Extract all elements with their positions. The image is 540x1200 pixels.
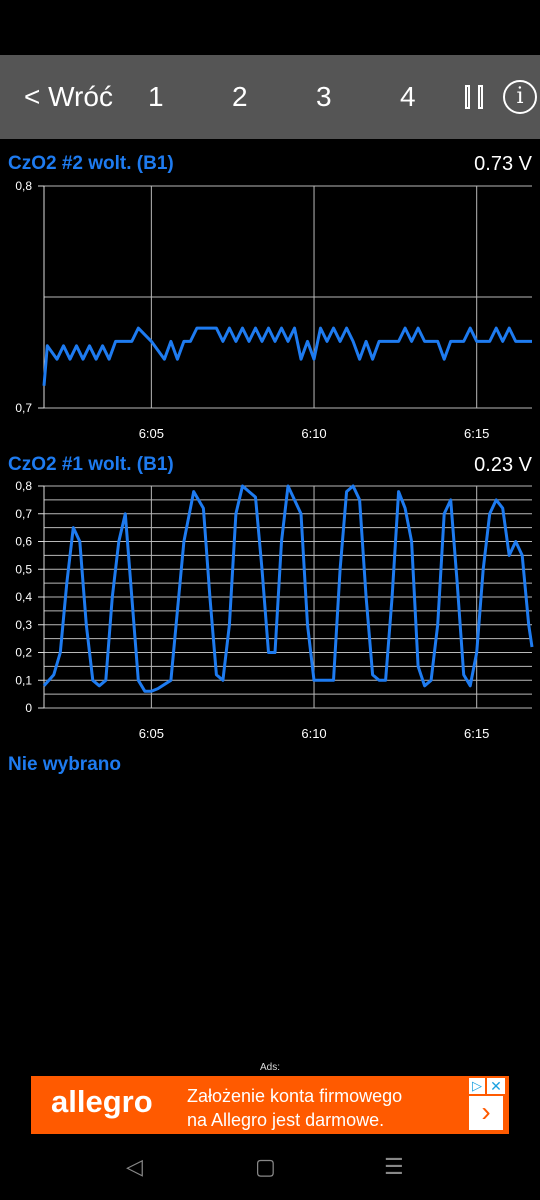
system-navbar: ◁ ▢ ☰ xyxy=(0,1140,540,1200)
chart2-ytick-label: 0,7 xyxy=(15,507,32,521)
chart2-ytick-label: 0,5 xyxy=(15,562,32,576)
top-toolbar: < Wróć 1 2 3 4 i xyxy=(0,55,540,139)
ad-banner[interactable]: allegro Założenie konta firmowego na All… xyxy=(31,1076,509,1134)
chart2-value: 0.23 V xyxy=(474,454,532,476)
chart1-xtick-label: 6:10 xyxy=(301,426,326,441)
tab-1[interactable]: 1 xyxy=(148,81,164,112)
no-selection-label: Nie wybrano xyxy=(8,754,121,775)
chart2-ytick-label: 0,4 xyxy=(15,590,32,604)
chart2-plot: 6:05 6:10 6:15 0,8 0,7 0,6 0,5 0,4 0,3 0,2 0,1 0 xyxy=(15,479,534,741)
chart2-title: CzO2 #1 wolt. (B1) xyxy=(8,454,174,475)
chart1-ytick-label: 0,8 xyxy=(15,179,32,193)
chart2-ytick-label: 0,2 xyxy=(15,646,32,660)
allegro-logo: allegro xyxy=(51,1084,153,1119)
chart2-xtick-label: 6:10 xyxy=(301,726,326,741)
chart1-title: CzO2 #2 wolt. (B1) xyxy=(8,153,174,174)
pause-icon[interactable] xyxy=(465,85,485,109)
tab-3[interactable]: 3 xyxy=(316,81,332,112)
chart2-ytick-label: 0,1 xyxy=(15,673,32,687)
chart2-xtick-label: 6:15 xyxy=(464,726,489,741)
close-icon[interactable]: ✕ xyxy=(487,1078,505,1094)
chart2-ytick-label: 0,8 xyxy=(15,479,32,493)
chart2-xtick-label: 6:05 xyxy=(139,726,164,741)
chart1-value: 0.73 V xyxy=(474,153,532,175)
chart1-series-line xyxy=(42,326,532,386)
chart2-series-line xyxy=(42,484,534,693)
back-button[interactable]: < Wróć xyxy=(24,81,113,112)
ad-text-line2: na Allegro jest darmowe. xyxy=(187,1110,385,1130)
chart1-ytick-label: 0,7 xyxy=(15,401,32,415)
tab-2[interactable]: 2 xyxy=(232,81,248,112)
info-icon[interactable]: i xyxy=(503,80,537,114)
chart2-ytick-label: 0,6 xyxy=(15,535,32,549)
chart1-xtick-label: 6:05 xyxy=(139,426,164,441)
nav-back-icon[interactable]: ◁ xyxy=(126,1154,143,1179)
chevron-right-icon[interactable]: › xyxy=(469,1096,503,1130)
chart1-xtick-label: 6:15 xyxy=(464,426,489,441)
chart2-ytick-label: 0 xyxy=(25,701,32,715)
ads-label: Ads: xyxy=(259,1062,280,1073)
nav-menu-icon[interactable]: ☰ xyxy=(384,1154,404,1179)
chart1-plot: 6:05 6:10 6:15 0,8 0,7 xyxy=(15,179,532,441)
ad-text: Założenie konta firmowego na Allegro jes… xyxy=(187,1084,402,1132)
adchoices-icon[interactable]: ▷ xyxy=(469,1078,485,1094)
ad-text-line1: Założenie konta firmowego xyxy=(187,1086,403,1106)
chart2-ytick-label: 0,3 xyxy=(15,618,32,632)
tab-4[interactable]: 4 xyxy=(400,81,416,112)
nav-home-icon[interactable]: ▢ xyxy=(255,1154,276,1179)
